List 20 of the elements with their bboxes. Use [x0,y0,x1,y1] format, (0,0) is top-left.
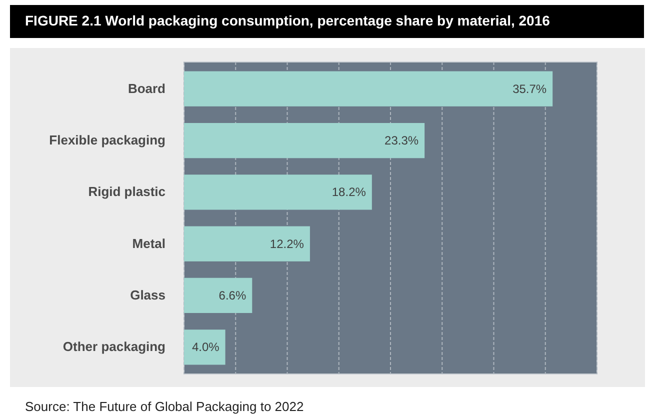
data-label: 4.0% [192,340,220,354]
y-tick-label: Rigid plastic [88,184,166,200]
data-label: 12.2% [270,236,304,251]
bar [184,330,226,365]
data-label: 6.6% [218,288,246,302]
data-label: 23.3% [384,134,419,148]
bar [184,174,372,210]
source-note: Source: The Future of Global Packaging to 2022 [25,399,304,414]
bar [184,71,553,106]
y-tick-label: Metal [132,236,166,251]
data-label: 18.2% [332,185,366,200]
bar [184,226,310,262]
y-tick-label: Glass [130,287,166,302]
bar [184,278,252,314]
chart-title: FIGURE 2.1 World packaging consumption, percentage share by material, 2016 [25,12,550,28]
y-tick-label: Board [128,80,166,96]
y-tick-label: Other packaging [62,339,166,354]
data-label: 35.7% [512,82,547,96]
y-tick-label: Flexible packaging [49,132,166,148]
bar [184,122,425,158]
